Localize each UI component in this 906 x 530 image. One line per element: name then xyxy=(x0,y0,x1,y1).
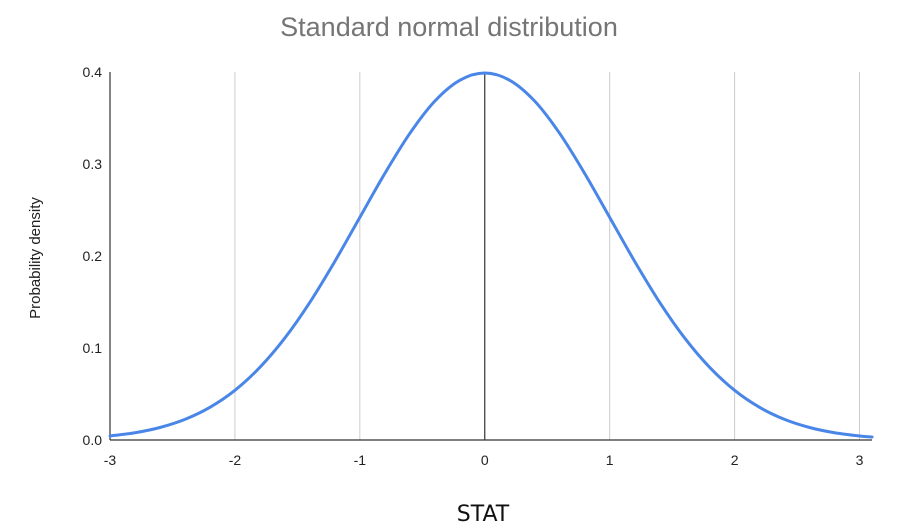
x-tick-label: 0 xyxy=(481,452,489,468)
y-axis-label: Probability density xyxy=(27,197,44,319)
x-tick-label: -3 xyxy=(104,452,117,468)
y-tick-label: 0.4 xyxy=(83,64,103,80)
density-curve xyxy=(108,71,874,439)
y-tick-label: 0.1 xyxy=(83,340,103,356)
x-tick-label: -1 xyxy=(354,452,367,468)
x-tick-label: 3 xyxy=(856,452,864,468)
x-axis-label: STAT xyxy=(457,502,510,527)
grid-lines xyxy=(234,72,861,440)
x-axis-ticks: -3 -2 -1 0 1 2 3 xyxy=(104,452,864,468)
chart-title: Standard normal distribution xyxy=(280,12,618,42)
x-tick-label: 1 xyxy=(606,452,614,468)
y-tick-label: 0.0 xyxy=(83,432,103,448)
y-tick-label: 0.3 xyxy=(83,156,103,172)
y-tick-label: 0.2 xyxy=(83,248,103,264)
x-tick-label: 2 xyxy=(731,452,739,468)
x-tick-label: -2 xyxy=(229,452,242,468)
y-axis-ticks: 0.0 0.1 0.2 0.3 0.4 xyxy=(83,64,103,448)
